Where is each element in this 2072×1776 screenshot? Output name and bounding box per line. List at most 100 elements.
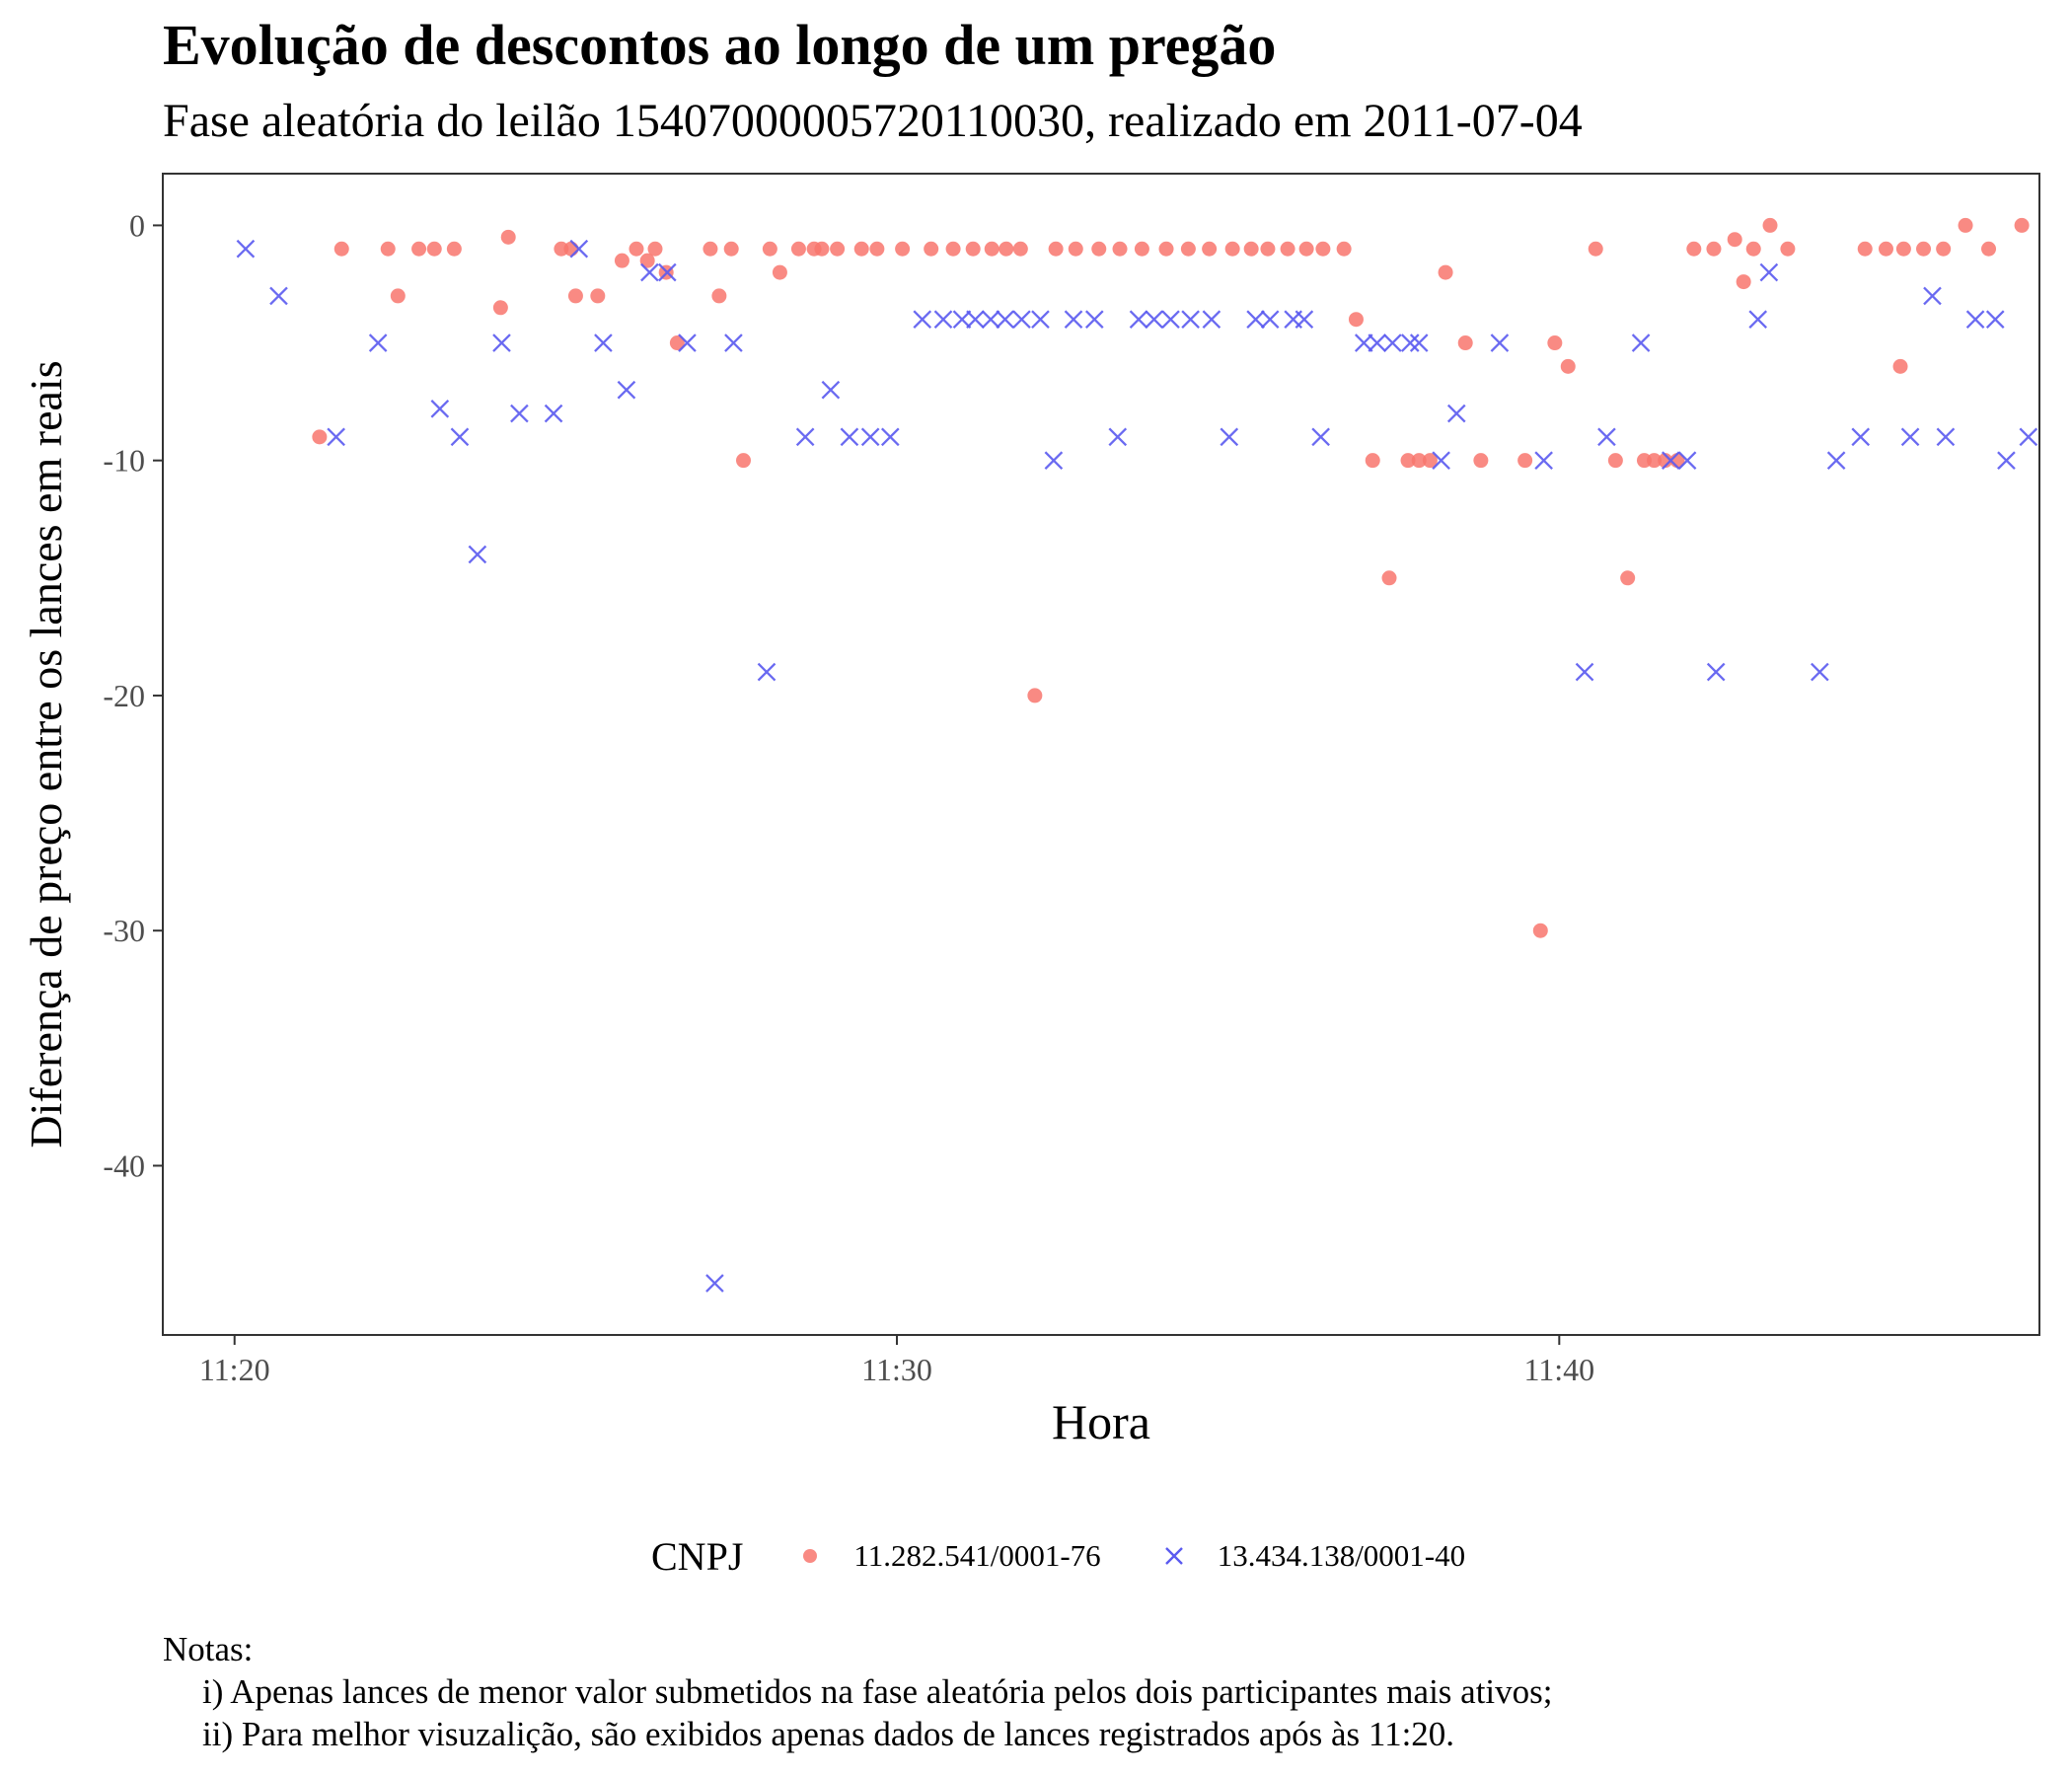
data-point-series-2 — [966, 310, 985, 330]
data-point-series-1 — [1365, 453, 1380, 469]
data-point-series-2 — [640, 262, 659, 282]
data-point-series-1 — [999, 241, 1014, 257]
data-point-series-2 — [1936, 427, 1956, 447]
data-point-series-1 — [1012, 241, 1028, 257]
data-point-series-2 — [1202, 310, 1221, 330]
data-point-series-1 — [984, 241, 999, 257]
data-point-series-1 — [1878, 241, 1893, 257]
legend-title: CNPJ — [651, 1533, 744, 1579]
data-point-series-2 — [1383, 333, 1402, 352]
data-point-series-1 — [1438, 264, 1453, 280]
data-point-series-2 — [430, 399, 450, 418]
data-point-series-2 — [1295, 310, 1314, 330]
data-point-series-2 — [1965, 310, 1985, 330]
data-point-series-2 — [1985, 310, 2005, 330]
data-point-series-1 — [1315, 241, 1331, 257]
data-point-series-1 — [945, 241, 961, 257]
data-point-series-1 — [830, 241, 846, 257]
y-tick-label: -20 — [103, 678, 145, 713]
data-point-series-2 — [1677, 451, 1697, 470]
data-point-series-2 — [1084, 310, 1104, 330]
data-point-series-2 — [913, 310, 932, 330]
legend-item-series-1: 11.282.541/0001-76 — [790, 1536, 1101, 1576]
data-point-series-2 — [1575, 662, 1594, 682]
data-point-series-1 — [1686, 241, 1702, 257]
data-point-series-2 — [996, 310, 1014, 330]
data-point-series-1 — [1981, 241, 1997, 257]
data-point-series-1 — [1112, 241, 1128, 257]
data-point-series-1 — [1588, 241, 1603, 257]
data-point-series-2 — [617, 380, 636, 400]
circle-marker-icon — [803, 1549, 818, 1563]
data-point-series-2 — [1181, 310, 1200, 330]
data-point-series-2 — [1409, 333, 1429, 352]
data-point-series-2 — [1597, 427, 1616, 447]
chart-subtitle: Fase aleatória do leilão 154070000057201… — [163, 95, 1583, 147]
data-point-series-1 — [1547, 335, 1563, 351]
data-point-series-2 — [1145, 310, 1164, 330]
data-point-series-2 — [594, 333, 613, 352]
data-point-series-2 — [1811, 662, 1829, 682]
data-point-series-1 — [965, 241, 981, 257]
data-point-series-1 — [895, 241, 911, 257]
data-point-series-2 — [1631, 333, 1651, 352]
x-axis-label: Hora — [1052, 1394, 1150, 1449]
data-point-series-2 — [981, 310, 1000, 330]
data-point-series-2 — [1161, 310, 1180, 330]
data-point-series-1 — [1336, 241, 1352, 257]
data-point-series-1 — [1411, 453, 1427, 469]
data-point-series-2 — [1446, 404, 1466, 423]
data-point-series-2 — [880, 427, 900, 447]
data-point-series-1 — [1158, 241, 1174, 257]
data-point-series-2 — [724, 333, 743, 352]
y-tick-label: 0 — [129, 207, 145, 243]
data-point-series-1 — [1027, 688, 1043, 703]
data-point-series-1 — [590, 288, 606, 304]
data-point-series-1 — [1658, 453, 1673, 469]
legend-item-series-2: 13.434.138/0001-40 — [1154, 1536, 1465, 1576]
data-point-series-1 — [1532, 923, 1548, 938]
data-point-series-2 — [1748, 310, 1768, 330]
data-point-series-2 — [840, 427, 859, 447]
data-point-series-2 — [1851, 427, 1871, 447]
x-marker-icon — [1164, 1547, 1183, 1565]
data-point-series-2 — [1220, 427, 1239, 447]
data-point-series-1 — [1048, 241, 1064, 257]
legend-label-series-2: 13.434.138/0001-40 — [1217, 1538, 1466, 1573]
data-point-series-2 — [821, 380, 841, 400]
x-tick-label: 11:40 — [1523, 1352, 1594, 1387]
y-axis-label: Diferença de preço entre os lances em re… — [21, 360, 71, 1147]
data-point-series-1 — [647, 241, 663, 257]
notes-heading: Notas: — [163, 1630, 254, 1668]
data-point-series-2 — [1997, 451, 2016, 470]
data-point-series-1 — [1936, 241, 1952, 257]
data-point-series-2 — [952, 310, 972, 330]
y-tick-label: -40 — [103, 1147, 145, 1183]
data-point-series-1 — [1180, 241, 1196, 257]
data-point-series-2 — [705, 1274, 724, 1293]
data-point-series-1 — [1457, 335, 1473, 351]
data-point-series-1 — [790, 241, 806, 257]
data-point-series-2 — [1490, 333, 1510, 352]
data-point-series-2 — [1064, 310, 1083, 330]
data-point-series-1 — [2014, 217, 2030, 233]
y-tick-label: -30 — [103, 913, 145, 948]
data-point-series-1 — [1134, 241, 1149, 257]
data-point-series-1 — [1400, 453, 1416, 469]
data-point-series-1 — [446, 241, 462, 257]
data-point-series-1 — [1607, 453, 1623, 469]
data-point-series-1 — [1422, 453, 1438, 469]
data-point-series-2 — [1923, 286, 1942, 306]
data-point-series-1 — [814, 241, 830, 257]
data-point-series-1 — [1620, 570, 1636, 586]
data-point-series-2 — [1706, 662, 1726, 682]
data-point-series-2 — [1354, 333, 1373, 352]
data-point-series-1 — [669, 335, 685, 351]
data-point-series-1 — [1727, 232, 1742, 248]
data-point-series-2 — [1012, 310, 1031, 330]
data-point-series-1 — [1745, 241, 1761, 257]
data-point-series-1 — [1068, 241, 1083, 257]
data-point-series-1 — [629, 241, 644, 257]
data-point-series-1 — [1895, 241, 1911, 257]
